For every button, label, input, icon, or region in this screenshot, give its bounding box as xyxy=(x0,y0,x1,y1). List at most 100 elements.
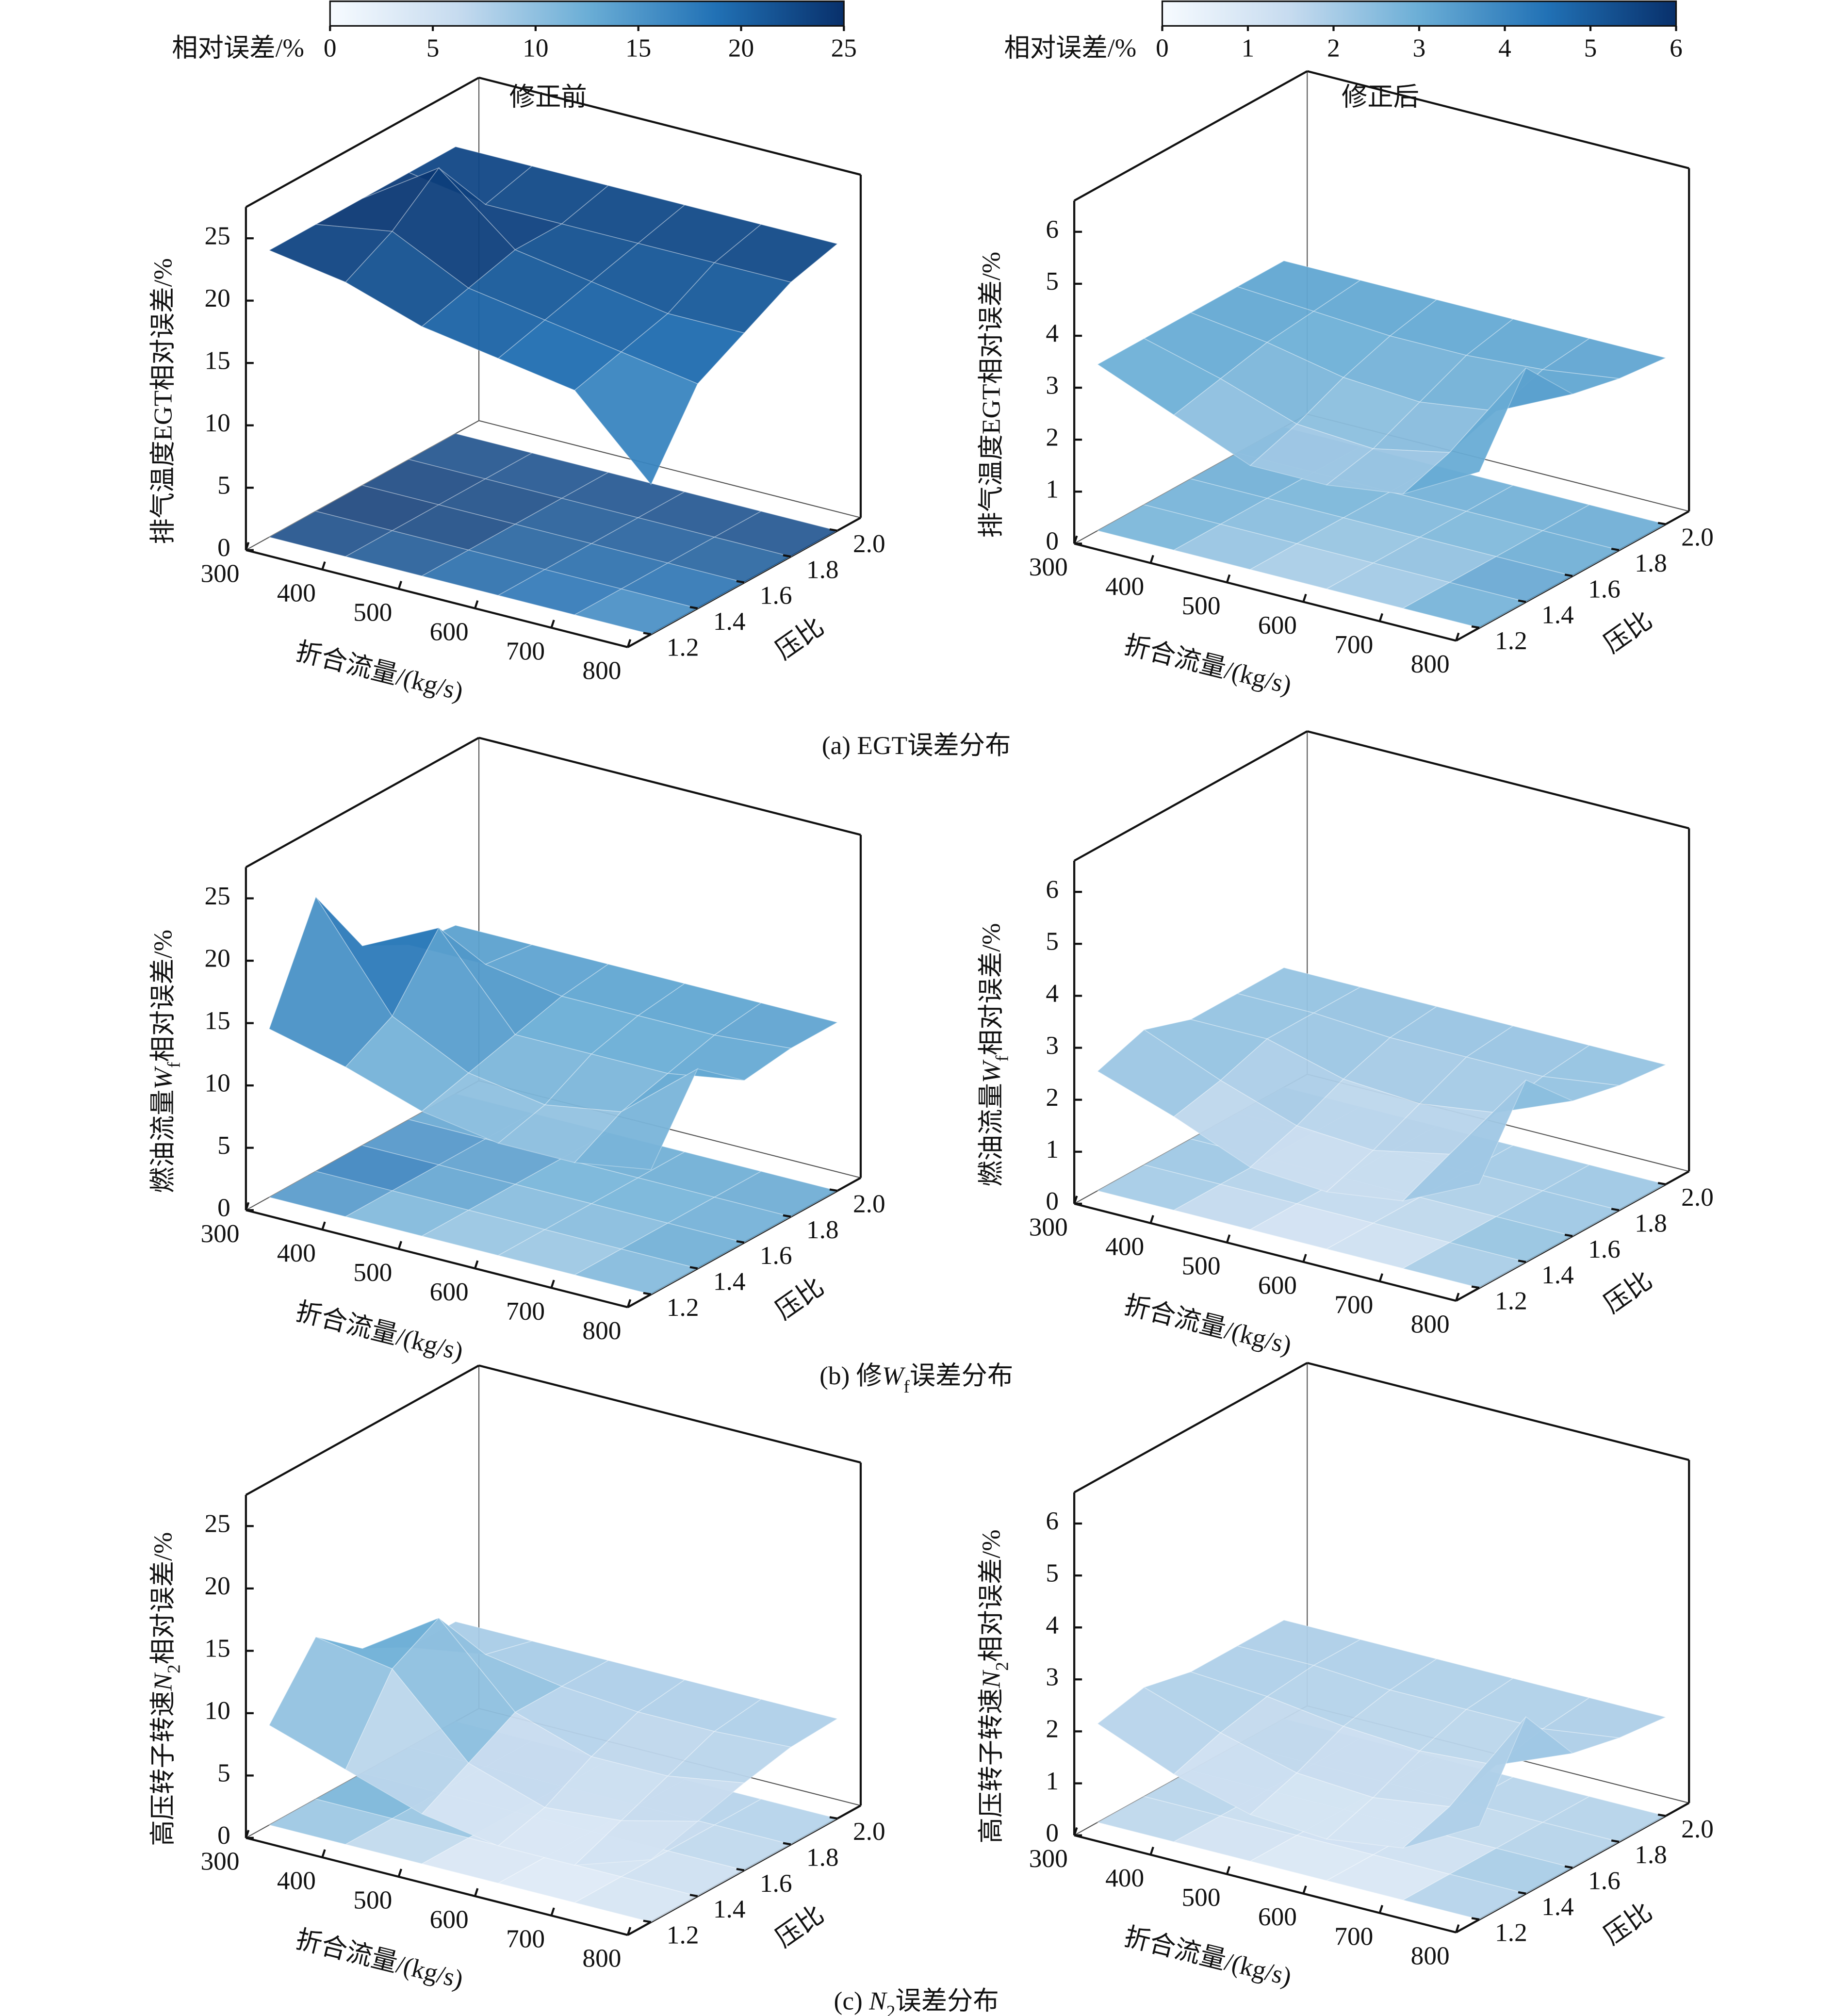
y-tick-label: 1.6 xyxy=(1588,574,1621,603)
z-tick-label: 10 xyxy=(205,1696,230,1725)
y-tick xyxy=(643,1919,652,1923)
box-edge xyxy=(478,420,861,519)
x-tick xyxy=(1378,1273,1384,1282)
y-tick-label: 1.2 xyxy=(667,1293,699,1322)
z-tick-label: 10 xyxy=(205,408,230,437)
y-tick xyxy=(1471,1917,1480,1921)
y-tick-label: 1.8 xyxy=(1635,1208,1667,1237)
y-tick-label: 1.2 xyxy=(1495,1918,1527,1947)
x-axis xyxy=(1074,1834,1457,1934)
x-tick-label: 800 xyxy=(582,656,621,685)
text-part: 高压转子转速 xyxy=(148,1691,178,1846)
caption: (c) N2误差分布 xyxy=(834,1986,999,2016)
y-tick xyxy=(1657,1813,1666,1817)
x-tick-label: 300 xyxy=(1029,552,1068,581)
z-tick-label: 6 xyxy=(1046,214,1059,244)
y-tick xyxy=(829,528,838,532)
box-edge xyxy=(478,737,861,836)
z-tick-label: 4 xyxy=(1046,979,1059,1008)
z-axis-label: 高压转子转速N2相对误差/% xyxy=(148,1532,184,1846)
x-tick-label: 600 xyxy=(1258,610,1297,639)
y-tick-label: 1.4 xyxy=(1541,1892,1574,1921)
y-tick xyxy=(1611,1208,1620,1212)
x-tick xyxy=(1226,1866,1231,1875)
colorbar-tick-label: 5 xyxy=(426,33,440,62)
x-tick-label: 600 xyxy=(1258,1270,1297,1299)
y-axis-label: 压比 xyxy=(770,612,829,665)
x-tick-label: 700 xyxy=(506,1924,545,1953)
x-tick-label: 500 xyxy=(1182,591,1221,620)
x-tick-label: 600 xyxy=(430,1277,469,1306)
x-tick-label: 300 xyxy=(201,558,240,588)
x-tick xyxy=(397,1868,402,1877)
y-axis-label: 压比 xyxy=(770,1272,829,1325)
colorbar-tick-label: 20 xyxy=(728,33,754,62)
x-tick-label: 300 xyxy=(1029,1844,1068,1873)
x-tick-label: 300 xyxy=(201,1219,240,1248)
z-tick-label: 25 xyxy=(205,881,230,910)
text-part: 误差分布 xyxy=(895,1986,999,2016)
surface-patch xyxy=(1541,338,1667,379)
text-part: 燃油流量 xyxy=(148,1089,178,1193)
box-edge xyxy=(478,76,861,176)
x-tick xyxy=(550,1279,555,1288)
x-tick-label: 400 xyxy=(1105,1231,1144,1261)
text-part: 排气温度EGT相对误差/% xyxy=(977,252,1006,538)
z-tick-label: 5 xyxy=(217,470,230,499)
z-tick-label: 2 xyxy=(1046,422,1059,451)
y-tick xyxy=(1518,1891,1526,1895)
x-tick-label: 700 xyxy=(506,636,545,665)
z-tick-label: 0 xyxy=(1046,1818,1059,1847)
y-tick xyxy=(689,1894,698,1898)
x-tick xyxy=(1073,1196,1078,1204)
x-tick xyxy=(1378,1904,1384,1914)
y-tick-label: 1.4 xyxy=(713,1894,746,1923)
box-edge xyxy=(1307,70,1689,169)
y-tick-label: 1.4 xyxy=(713,1266,746,1295)
x-tick-label: 500 xyxy=(353,1885,392,1915)
y-tick-label: 2.0 xyxy=(853,1189,885,1218)
x-axis-label: 折合流量/(kg/s) xyxy=(293,1924,466,1994)
text-part: W xyxy=(882,1361,906,1390)
colorbar-tick-label: 0 xyxy=(1156,33,1169,62)
x-tick-label: 700 xyxy=(1334,1290,1373,1319)
z-tick-label: 1 xyxy=(1046,1766,1059,1795)
z-tick-label: 4 xyxy=(1046,318,1059,347)
z-tick-label: 5 xyxy=(1046,927,1059,956)
z-tick-label: 3 xyxy=(1046,1662,1059,1691)
box-edge xyxy=(245,1364,480,1496)
y-tick xyxy=(1518,1260,1526,1263)
y-tick xyxy=(783,1842,791,1846)
y-tick-label: 2.0 xyxy=(1681,523,1714,552)
colorbar-tick-label: 0 xyxy=(324,33,337,62)
z-tick-label: 0 xyxy=(217,1193,230,1222)
y-tick-label: 1.2 xyxy=(667,632,699,661)
x-tick xyxy=(626,1299,632,1308)
x-tick xyxy=(1378,613,1384,622)
text-part: f xyxy=(164,1062,184,1068)
text-part: W xyxy=(148,1065,178,1089)
x-tick xyxy=(1149,555,1154,564)
y-axis-label: 压比 xyxy=(770,1900,829,1953)
x-tick-label: 400 xyxy=(277,1866,316,1895)
box-edge xyxy=(1074,70,1308,202)
x-tick xyxy=(1302,593,1307,603)
x-tick xyxy=(1073,535,1078,544)
y-tick xyxy=(783,1214,791,1218)
z-axis-label: 燃油流量Wf相对误差/% xyxy=(148,930,184,1193)
x-tick-label: 700 xyxy=(506,1296,545,1326)
box-edge xyxy=(478,1364,861,1464)
x-tick xyxy=(550,1907,555,1916)
y-tick xyxy=(1611,1839,1620,1843)
x-tick xyxy=(321,561,326,570)
x-tick xyxy=(474,600,479,609)
text-part: N xyxy=(977,1669,1006,1688)
x-tick xyxy=(550,620,555,628)
z-tick-label: 5 xyxy=(217,1131,230,1160)
x-tick xyxy=(474,1888,479,1897)
z-tick-label: 1 xyxy=(1046,475,1059,504)
y-tick-label: 2.0 xyxy=(853,1817,885,1846)
x-axis xyxy=(1074,542,1457,642)
text-part: 相对误差/% xyxy=(148,1532,178,1665)
colorbar-title: 修正前 xyxy=(509,82,587,112)
